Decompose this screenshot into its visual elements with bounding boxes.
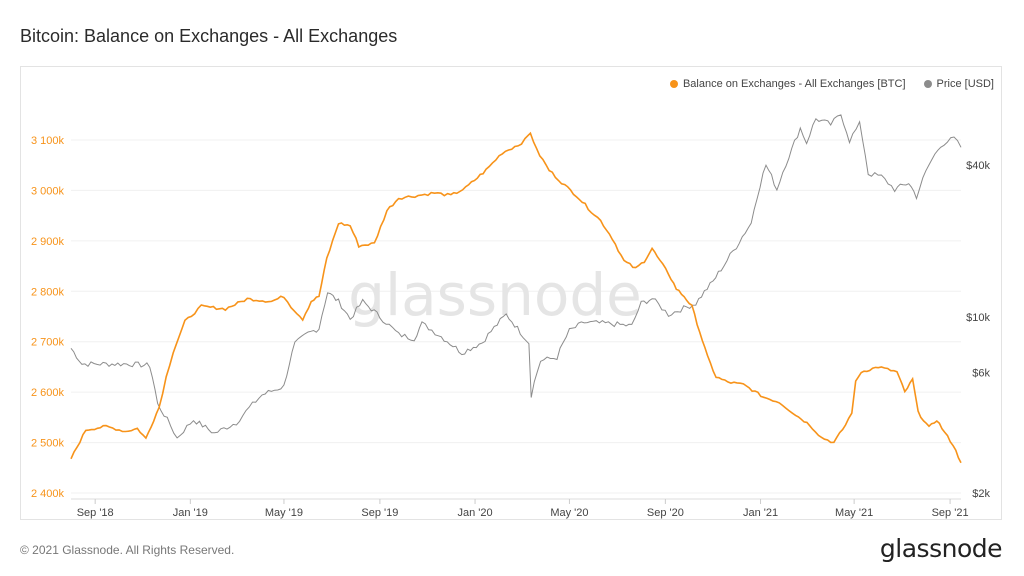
legend-item-price[interactable]: Price [USD] (923, 78, 994, 90)
right-axis: $2k $6k $10k $40k (966, 160, 990, 500)
y-left-tick-label: 2 500k (31, 438, 65, 450)
y-left-tick-label: 2 700k (31, 337, 65, 349)
legend: Balance on Exchanges - All Exchanges [BT… (669, 78, 994, 90)
y-left-tick-label: 2 800k (31, 286, 65, 298)
y-right-tick-label: $10k (966, 312, 990, 324)
watermark: glassnode (348, 261, 642, 329)
legend-label: Price [USD] (936, 78, 994, 90)
legend-dot-icon (669, 80, 678, 88)
y-right-tick-label: $6k (972, 368, 990, 380)
y-left-tick-label: 2 600k (31, 387, 65, 399)
y-left-tick-label: 3 000k (31, 185, 65, 197)
y-left-tick-label: 3 100k (31, 135, 65, 147)
balance-series-line (70, 131, 962, 464)
x-tick-label: Sep '19 (361, 507, 398, 519)
legend-label: Balance on Exchanges - All Exchanges [BT… (682, 78, 906, 90)
price-series-line (70, 114, 962, 439)
legend-dot-icon (923, 80, 932, 88)
y-right-tick-label: $2k (972, 488, 990, 500)
x-axis: Sep '18 Jan '19 May '19 Sep '19 Jan '20 May '… (71, 498, 969, 519)
legend-item-balance[interactable]: Balance on Exchanges - All Exchanges [BT… (669, 78, 906, 90)
copyright: © 2021 Glassnode. All Rights Reserved. (20, 543, 235, 557)
glassnode-logo[interactable]: glassnode (879, 534, 1003, 563)
x-tick-label: Sep '21 (932, 507, 969, 519)
x-tick-label: Sep '20 (647, 507, 684, 519)
x-tick-label: Jan '20 (457, 507, 492, 519)
page-title: Bitcoin: Balance on Exchanges - All Exch… (20, 26, 398, 46)
left-axis: 2 400k 2 500k 2 600k 2 700k 2 800k 2 900k 3 00… (31, 135, 65, 500)
chart-panel: glassnode 2 400k 2 500k 2 600k 2 700k 2 800k… (20, 66, 1002, 520)
x-tick-label: May '20 (550, 507, 588, 519)
x-tick-label: May '21 (835, 507, 873, 519)
x-tick-label: Sep '18 (77, 507, 114, 519)
y-left-tick-label: 2 900k (31, 236, 65, 248)
x-tick-label: Jan '19 (173, 507, 208, 519)
x-tick-label: May '19 (265, 507, 303, 519)
grid (71, 139, 961, 494)
chart: glassnode 2 400k 2 500k 2 600k 2 700k 2 800k… (31, 114, 990, 519)
x-tick-label: Jan '21 (743, 507, 778, 519)
y-right-tick-label: $40k (966, 160, 990, 172)
y-left-tick-label: 2 400k (31, 488, 65, 500)
